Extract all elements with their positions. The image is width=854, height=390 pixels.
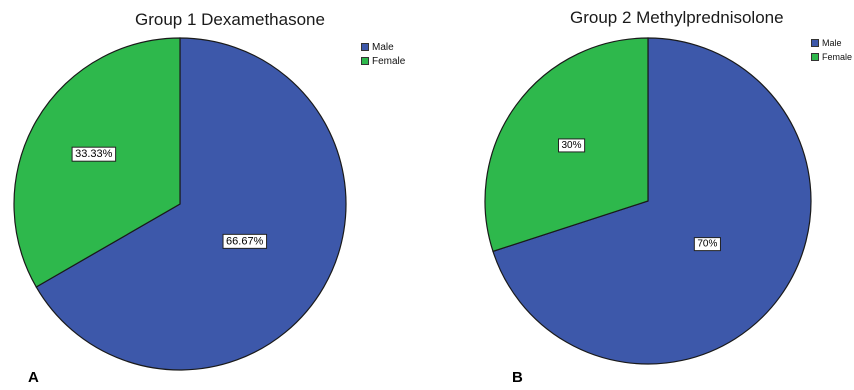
pie-slice-female — [13, 37, 181, 288]
panel-label: A — [28, 369, 39, 386]
data-label-box — [71, 146, 117, 162]
legend-label-male: Male — [822, 38, 842, 48]
pie-slice-male — [35, 37, 347, 371]
legend-item-female: Female — [811, 50, 852, 64]
panel-label: B — [512, 369, 523, 386]
data-label-female: 33.33% — [71, 146, 117, 162]
data-label-male: 66.67% — [222, 233, 268, 249]
data-label-box — [693, 237, 721, 252]
data-label-text: 30% — [562, 140, 582, 151]
legend-swatch-female — [361, 57, 369, 65]
data-label-female: 30% — [558, 138, 586, 153]
data-label-text: 33.33% — [75, 148, 113, 160]
legend-label-male: Male — [372, 41, 394, 53]
legend: Male Female — [811, 36, 852, 64]
legend-item-female: Female — [361, 54, 405, 68]
data-label-text: 66.67% — [226, 235, 264, 247]
legend-item-male: Male — [361, 40, 405, 54]
legend-label-female: Female — [372, 55, 406, 67]
data-label-male: 70% — [693, 237, 721, 252]
chart-title: Group 2 Methylprednisolone — [570, 8, 784, 27]
legend-item-male: Male — [811, 36, 852, 50]
chart-panel-b: Group 2 Methylprednisolone 70% 30% Male F… — [430, 0, 854, 390]
data-label-box — [558, 138, 586, 153]
data-label-text: 70% — [697, 239, 717, 250]
legend-swatch-male — [361, 43, 369, 51]
pie-slice-male — [492, 37, 812, 365]
legend-label-female: Female — [822, 52, 853, 62]
legend-swatch-female — [811, 53, 819, 61]
chart-panel-a: Group 1 Dexamethasone 66.67% 33.33% Male … — [13, 10, 405, 386]
pie-chart: 66.67% 33.33% — [13, 37, 347, 371]
legend-swatch-male — [811, 39, 819, 47]
chart-title: Group 1 Dexamethasone — [135, 10, 325, 29]
data-label-box — [222, 233, 268, 249]
pie-chart: 70% 30% — [484, 37, 812, 365]
legend: Male Female — [361, 40, 405, 68]
